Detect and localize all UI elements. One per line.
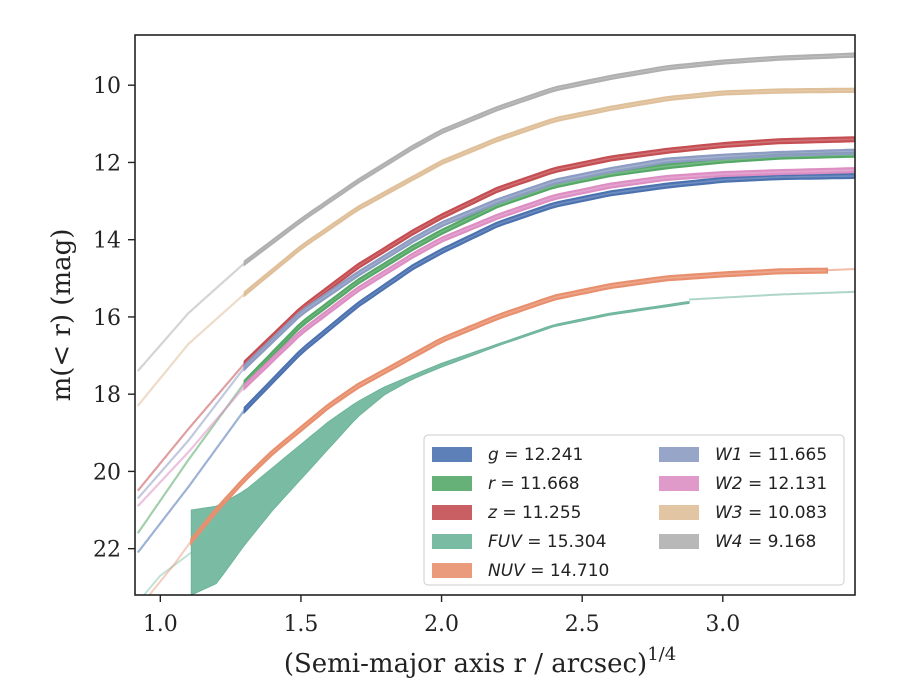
series-z-inner-line <box>136 362 246 492</box>
legend-label: W2 = 12.131 <box>715 474 827 494</box>
series-w4 <box>136 52 855 372</box>
series-w1-band <box>243 148 855 372</box>
y-tick-label: 18 <box>93 383 121 408</box>
legend-label: z = 11.255 <box>487 503 581 523</box>
plot-area <box>136 52 855 595</box>
series-g-inner-line <box>136 408 246 554</box>
y-tick-label: 22 <box>93 538 121 563</box>
axes-frame <box>134 34 856 596</box>
legend-label: W1 = 11.665 <box>715 445 827 465</box>
x-axis: 1.0 1.5 2.0 2.5 3.0 <box>143 595 740 637</box>
legend-item-nuv: NUV = 14.710 <box>432 561 609 581</box>
series-fuv-band <box>190 300 690 595</box>
legend-item-w4: W4 = 9.168 <box>659 532 816 552</box>
legend-label: FUV = 15.304 <box>488 532 606 552</box>
series-w3-band <box>243 87 855 298</box>
legend-swatch <box>432 563 472 578</box>
legend-swatch <box>659 534 699 549</box>
x-tick-label: 1.0 <box>143 612 178 637</box>
series-fuv-inner-line <box>142 551 192 595</box>
y-tick-label: 20 <box>93 460 121 485</box>
series-z <box>136 136 855 492</box>
legend-label: r = 11.668 <box>488 474 580 494</box>
y-axis-label: m(< r) (mag) <box>47 229 77 402</box>
legend-item-r: r = 11.668 <box>432 474 580 494</box>
x-axis-label-superscript: 1/4 <box>647 644 676 665</box>
series-fuv-outer-line <box>689 290 855 301</box>
legend-item-w1: W1 = 11.665 <box>659 445 827 465</box>
x-tick-label: 1.5 <box>283 612 318 637</box>
series-w2-band <box>243 167 855 392</box>
series-w2-inner-line <box>136 385 246 507</box>
series-nuv-band <box>190 267 828 546</box>
series-w3-inner-line <box>136 292 246 407</box>
legend-box <box>423 434 845 586</box>
series-w3 <box>136 87 855 407</box>
y-tick-label: 12 <box>93 151 121 176</box>
legend-swatch <box>432 476 472 491</box>
series-fuv <box>142 290 855 595</box>
series-nuv-outer-line <box>826 268 855 272</box>
x-tick-label: 2.5 <box>565 612 600 637</box>
series-nuv-inner-line <box>148 540 193 595</box>
y-tick-label: 16 <box>93 306 121 331</box>
series-w1-inner-line <box>136 366 246 500</box>
legend-label: g = 12.241 <box>488 445 583 465</box>
legend-item-w2: W2 = 12.131 <box>659 474 827 494</box>
y-tick-label: 10 <box>93 74 121 99</box>
series-w1 <box>136 148 855 500</box>
legend-swatch <box>432 505 472 520</box>
legend-label: W3 = 10.083 <box>715 503 827 523</box>
y-axis: 10 12 14 16 18 20 22 <box>93 74 135 563</box>
legend-item-g: g = 12.241 <box>432 445 583 465</box>
x-axis-label: (Semi-major axis r / arcsec)1/4 <box>284 644 676 679</box>
y-tick-label: 14 <box>93 229 121 254</box>
series-z-band <box>243 136 855 368</box>
legend-item-w3: W3 = 10.083 <box>659 503 827 523</box>
legend: g = 12.241 r = 11.668 z = 11.255 FUV = 15.3… <box>423 434 845 586</box>
series-r-band <box>243 151 855 388</box>
legend-swatch <box>432 534 472 549</box>
legend-swatch <box>659 476 699 491</box>
legend-label: NUV = 14.710 <box>488 561 609 581</box>
legend-item-z: z = 11.255 <box>432 503 581 523</box>
series-g-band <box>243 172 855 415</box>
legend-swatch <box>659 447 699 462</box>
series-w2 <box>136 167 855 507</box>
legend-swatch <box>432 447 472 462</box>
x-tick-label: 2.0 <box>424 612 459 637</box>
series-w4-inner-line <box>136 262 246 372</box>
legend-item-fuv: FUV = 15.304 <box>432 532 606 552</box>
legend-label: W4 = 9.168 <box>715 532 816 552</box>
series-nuv <box>148 267 855 595</box>
series-g <box>136 172 855 554</box>
x-tick-label: 3.0 <box>705 612 740 637</box>
series-w4-band <box>243 52 855 267</box>
legend-swatch <box>659 505 699 520</box>
